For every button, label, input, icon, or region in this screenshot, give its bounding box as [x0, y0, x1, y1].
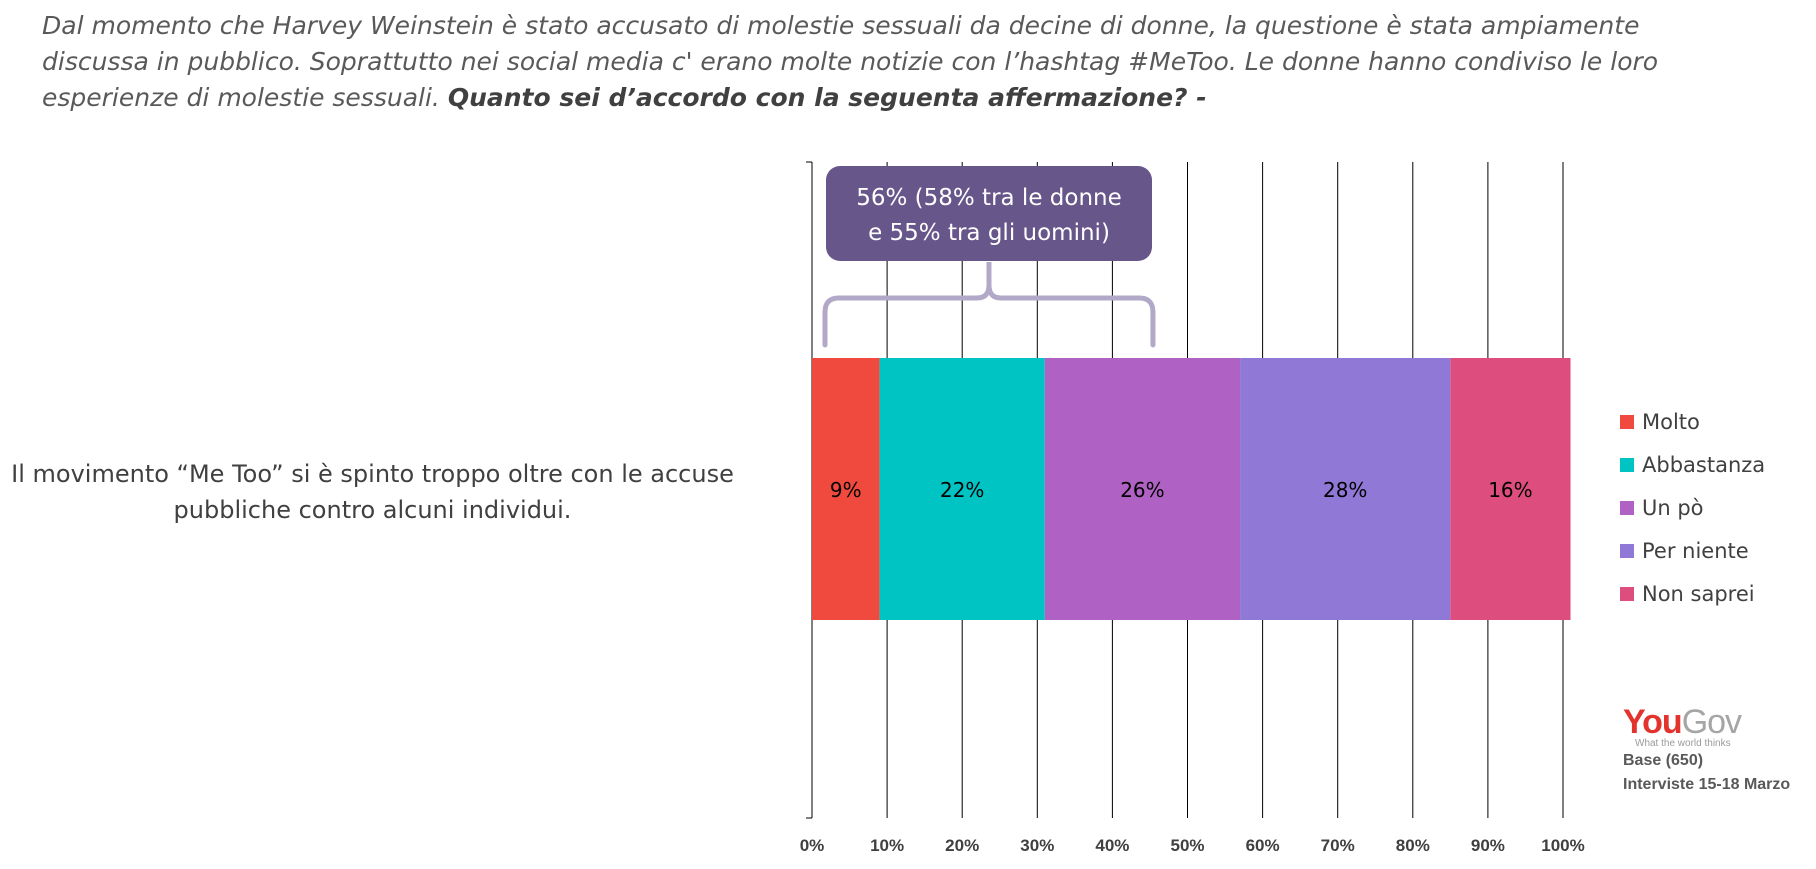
legend-label: Per niente — [1642, 538, 1749, 563]
interview-dates: Interviste 15-18 Marzo — [1623, 776, 1791, 793]
bar-segments — [812, 358, 1571, 620]
legend-item: Non saprei — [1620, 572, 1765, 615]
brand-tagline: What the world thinks — [1635, 738, 1731, 749]
bar-segment — [1240, 358, 1451, 620]
bar-value-label: 28% — [1323, 478, 1367, 502]
bar-value-label: 16% — [1488, 478, 1532, 502]
bar-value-label: 22% — [940, 478, 984, 502]
brand-block: YouGov What the world thinks Base (650) … — [1623, 705, 1790, 797]
legend-label: Molto — [1642, 409, 1700, 434]
callout-bracket — [822, 262, 1156, 348]
callout-text-line1: 56% (58% tra le donne — [856, 185, 1122, 211]
bar-segment — [812, 358, 880, 620]
x-tick-label: 0% — [800, 836, 825, 855]
legend-swatch — [1620, 457, 1634, 472]
x-tick-label: 100% — [1541, 836, 1584, 855]
header-question: Quanto sei d’accordo con la seguenta aff… — [447, 83, 1207, 112]
logo-you: You — [1623, 703, 1683, 741]
x-tick-label: 70% — [1321, 836, 1355, 855]
x-tick-label: 50% — [1170, 836, 1204, 855]
chart-legend: Molto Abbastanza Un pò Per niente Non saprei — [1620, 400, 1765, 615]
bar-value-labels: 9% 22% 26% 28% 16% — [830, 478, 1533, 502]
sample-base: Base (650) — [1623, 752, 1704, 769]
legend-item: Abbastanza — [1620, 443, 1765, 486]
legend-label: Abbastanza — [1642, 452, 1766, 477]
x-tick-label: 90% — [1471, 836, 1505, 855]
callout-text-line2: e 55% tra gli uomini) — [868, 220, 1110, 246]
x-tick-label: 40% — [1095, 836, 1129, 855]
bar-segment — [1450, 358, 1571, 620]
bar-segment — [1044, 358, 1241, 620]
legend-swatch — [1620, 543, 1634, 558]
bar-value-label: 26% — [1120, 478, 1164, 502]
x-tick-label: 10% — [870, 836, 904, 855]
x-tick-label: 60% — [1246, 836, 1280, 855]
legend-swatch — [1620, 500, 1634, 515]
legend-label: Un pò — [1642, 495, 1704, 520]
callout-annotation: 56% (58% tra le donne e 55% tra gli uomin… — [822, 166, 1156, 348]
statement-label: Il movimento “Me Too” si è spinto troppo… — [11, 460, 734, 524]
x-tick-label: 20% — [945, 836, 979, 855]
bar-value-label: 9% — [830, 478, 862, 502]
header-intro: Dal momento che Harvey Weinstein è stato… — [42, 11, 1659, 112]
x-axis-tick-labels: 0% 10% 20% 30% 40% 50% 60% 70% 80% 90% 100% — [800, 836, 1585, 855]
legend-label: Non saprei — [1642, 581, 1755, 606]
logo-gov: Gov — [1681, 703, 1742, 741]
legend-item: Per niente — [1620, 529, 1765, 572]
x-tick-label: 30% — [1020, 836, 1054, 855]
chart-header: Dal momento che Harvey Weinstein è stato… — [42, 8, 1742, 116]
bar-segment — [879, 358, 1045, 620]
legend-swatch — [1620, 414, 1634, 429]
legend-item: Molto — [1620, 400, 1765, 443]
callout-box — [826, 166, 1152, 261]
yougov-logo: YouGov — [1623, 705, 1790, 739]
x-tick-label: 80% — [1396, 836, 1430, 855]
legend-item: Un pò — [1620, 486, 1765, 529]
legend-swatch — [1620, 586, 1634, 601]
